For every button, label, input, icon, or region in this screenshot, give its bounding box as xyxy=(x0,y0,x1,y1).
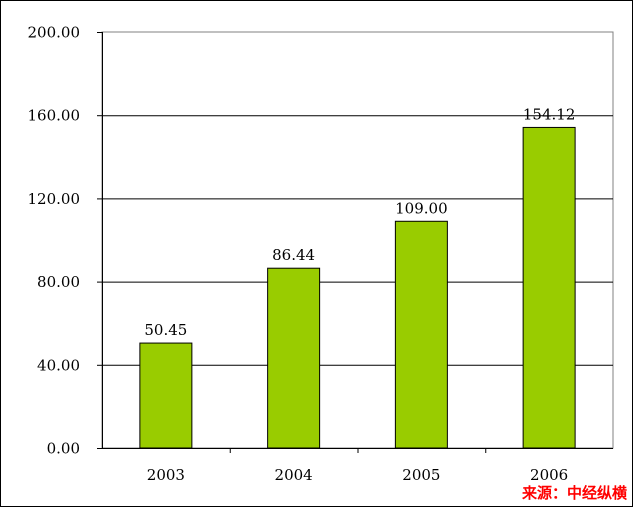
y-tick-label: 120.00 xyxy=(28,190,81,208)
x-tick-label: 2006 xyxy=(530,466,568,484)
x-tick-label: 2004 xyxy=(275,466,313,484)
y-tick-label: 200.00 xyxy=(28,24,81,42)
y-tick-label: 160.00 xyxy=(28,107,81,125)
y-tick-label: 80.00 xyxy=(37,273,80,291)
y-tick-label: 0.00 xyxy=(47,440,80,458)
bar xyxy=(139,342,193,449)
source-note: 来源：中经纵横 xyxy=(521,484,627,502)
x-tick-label: 2005 xyxy=(402,466,440,484)
data-label: 86.44 xyxy=(272,246,315,264)
x-tick-label: 2003 xyxy=(147,466,185,484)
data-label: 154.12 xyxy=(523,105,576,123)
bar xyxy=(522,126,576,449)
data-label: 50.45 xyxy=(144,321,187,339)
data-label: 109.00 xyxy=(395,199,448,217)
y-tick-label: 40.00 xyxy=(37,356,80,374)
bar xyxy=(267,267,321,449)
bar xyxy=(394,220,448,449)
